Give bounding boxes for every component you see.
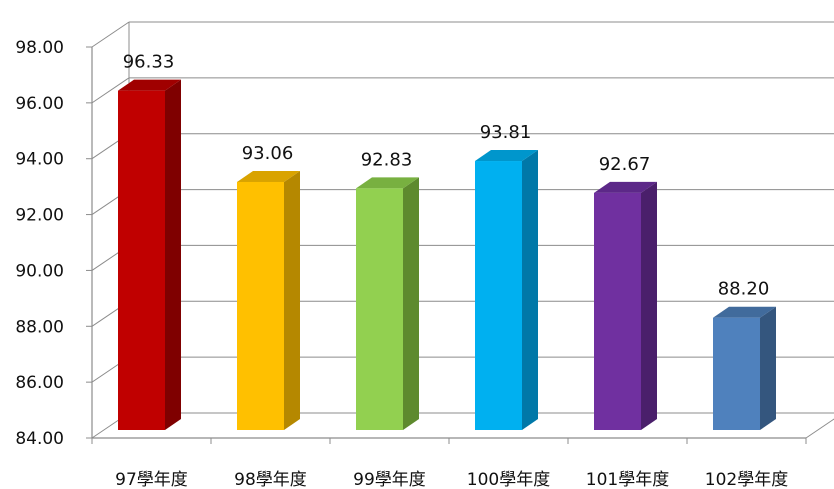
bar-side — [403, 177, 419, 430]
y-axis-ticks: 84.00 86.00 88.00 90.00 92.00 94.00 96.00 98.00 — [15, 38, 64, 449]
y-tick-label: 86.00 — [15, 373, 64, 393]
data-label: 93.06 — [242, 143, 294, 164]
y-tick-label: 84.00 — [15, 429, 64, 449]
bar-front — [237, 181, 284, 430]
bar-top — [118, 79, 181, 91]
floor-edge — [805, 418, 834, 439]
data-label: 96.33 — [123, 52, 175, 73]
y-tick-label: 92.00 — [15, 206, 64, 226]
bar-side — [284, 170, 300, 430]
data-label: 92.83 — [361, 149, 413, 170]
y-tick-label: 96.00 — [15, 94, 64, 114]
bar-front — [475, 161, 522, 430]
bar — [237, 170, 300, 430]
data-label: 88.20 — [718, 279, 770, 300]
data-labels: 96.33 93.06 92.83 93.81 92.67 88.20 — [123, 52, 770, 300]
bar-front — [594, 192, 641, 430]
x-tick-label: 102學年度 — [705, 470, 788, 489]
bar-front — [356, 188, 403, 430]
bar — [475, 150, 538, 430]
x-tick-label: 99學年度 — [353, 470, 426, 489]
x-tick-label: 100學年度 — [467, 470, 550, 489]
bar-top — [713, 306, 776, 318]
bar-top — [237, 170, 300, 182]
x-tick-label: 98學年度 — [234, 470, 307, 489]
bar — [118, 79, 181, 430]
data-label: 93.81 — [480, 122, 532, 143]
x-axis-categories: 97學年度 98學年度 99學年度 100學年度 101學年度 102學年度 — [115, 470, 788, 489]
bar-side — [760, 306, 776, 430]
bars — [118, 79, 776, 430]
x-tick-label: 97學年度 — [115, 470, 188, 489]
y-tick-label: 90.00 — [15, 261, 64, 281]
bar-side — [641, 181, 657, 430]
data-label: 92.67 — [599, 154, 651, 175]
gridline-side — [91, 21, 130, 48]
bar-top — [475, 150, 538, 162]
y-tick-label: 88.00 — [15, 317, 64, 337]
bar — [356, 177, 419, 430]
x-tick-label: 101學年度 — [586, 470, 669, 489]
y-tick-label: 98.00 — [15, 38, 64, 58]
bar-side — [522, 150, 538, 430]
bar — [594, 181, 657, 430]
bar-front — [118, 90, 165, 430]
bar-side — [165, 79, 181, 430]
bar — [713, 306, 776, 430]
bar-top — [594, 181, 657, 193]
bar-front — [713, 317, 760, 430]
y-tick-label: 94.00 — [15, 150, 64, 170]
gridline-side — [91, 77, 130, 104]
bar-top — [356, 177, 419, 189]
